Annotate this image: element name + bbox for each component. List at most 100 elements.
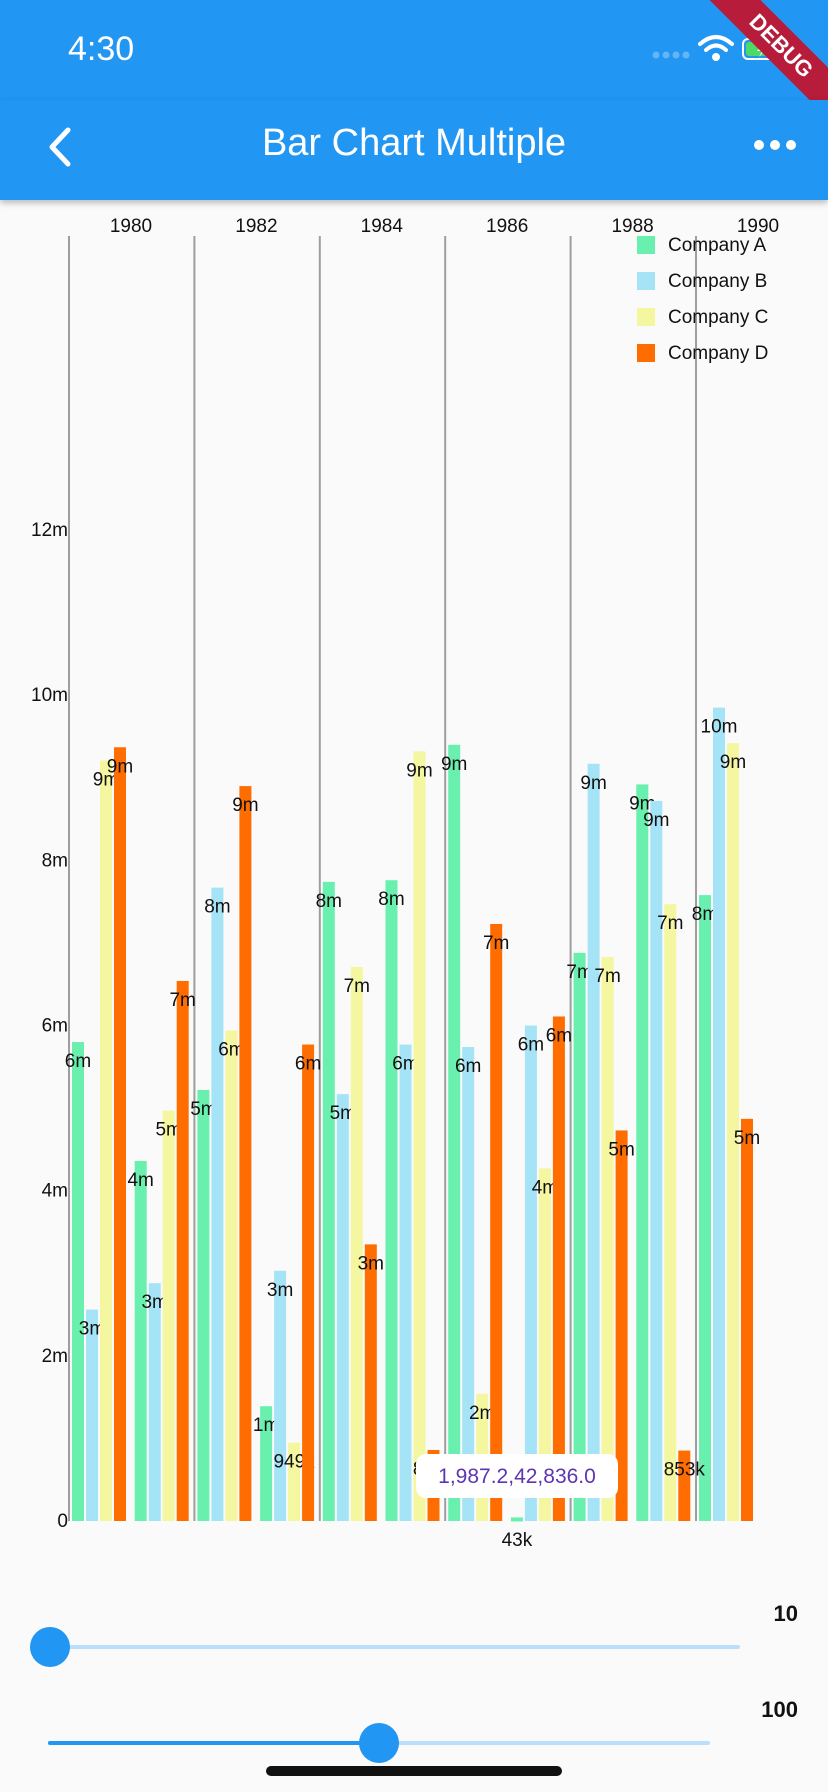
slider-1-thumb[interactable] (30, 1627, 70, 1667)
bar-company-c (288, 1442, 301, 1521)
bar-data-label: 3m (267, 1280, 293, 1301)
bar-data-label: 6m (392, 1054, 418, 1075)
x-tick-label: 1986 (486, 216, 528, 237)
y-tick-label: 10m (31, 685, 68, 706)
legend-label: Company D (668, 343, 768, 364)
bar-data-label: 5m (190, 1099, 216, 1120)
bar-data-label: 3m (79, 1319, 105, 1340)
bar-data-label: 6m (546, 1025, 572, 1046)
bar-company-a (385, 880, 398, 1521)
bar-data-label: 9m (93, 769, 119, 790)
bar-company-c (538, 1168, 551, 1521)
bar-company-a (448, 744, 461, 1521)
page-title: Bar Chart Multiple (261, 122, 567, 164)
x-tick-label: 1988 (611, 216, 653, 237)
status-time: 4:30 (68, 30, 135, 68)
bar-company-c (162, 1110, 175, 1521)
bar-company-c (100, 760, 112, 1521)
bar-company-a (72, 1042, 84, 1521)
bar-company-b (86, 1309, 98, 1521)
bar-data-label: 9m (232, 795, 258, 816)
bar-data-label: 6m (218, 1040, 244, 1061)
bar-data-label: 5m (155, 1120, 181, 1141)
bar-data-label: 5m (734, 1128, 760, 1149)
bar-data-label: 8m (692, 904, 718, 925)
bar-company-d (364, 1244, 377, 1521)
bar-company-b (587, 763, 600, 1521)
bar-company-c (727, 743, 739, 1521)
app-bar: Bar Chart Multiple (0, 100, 828, 200)
bar-data-label: 6m (295, 1054, 321, 1075)
bar-data-label: 8m (204, 897, 230, 918)
y-tick-label: 4m (42, 1181, 68, 1202)
bar-company-d (302, 1044, 315, 1521)
y-tick-label: 8m (42, 850, 68, 871)
bar-company-d (239, 786, 252, 1521)
legend-swatch (637, 236, 655, 254)
bar-chart: 0 2m 4m 6m 8m 10m 12m 1980 1982 1984 1986 1988 1990 6… (31, 216, 779, 1551)
bar-data-label: 9m (643, 810, 669, 831)
bar-company-b (462, 1047, 475, 1521)
bar-company-c (225, 1030, 238, 1521)
bar-company-b (524, 1025, 537, 1521)
bar-data-label: 6m (455, 1056, 481, 1077)
bar-data-label: 7m (657, 913, 683, 934)
bar-data-label: 9m (720, 752, 746, 773)
tooltip-box (416, 1454, 618, 1498)
y-tick-label: 2m (42, 1346, 68, 1367)
bar-data-label: 4m (127, 1170, 153, 1191)
x-tick-label: 1982 (235, 216, 277, 237)
slider-2[interactable] (48, 1718, 710, 1768)
more-options-icon[interactable] (750, 130, 800, 160)
bar-company-d (114, 747, 126, 1521)
bar-data-label: 9m (629, 793, 655, 814)
bar-company-b (399, 1044, 412, 1521)
slider-1-track (50, 1645, 740, 1649)
bar-company-b (148, 1283, 161, 1521)
legend-label: Company A (668, 235, 767, 256)
bar-company-d (552, 1016, 565, 1521)
slider-2-active-track (48, 1741, 379, 1745)
bar-data-label: 6m (518, 1035, 544, 1056)
back-arrow-icon[interactable] (40, 122, 80, 172)
y-tick-label: 6m (42, 1016, 68, 1037)
y-tick-label: 12m (31, 520, 68, 541)
bar-company-a (510, 1517, 523, 1522)
bar-company-a (322, 881, 335, 1521)
bar-company-d (741, 1118, 753, 1521)
bar-company-b (713, 707, 725, 1521)
bar-company-c (350, 966, 363, 1521)
bar-company-c (601, 957, 614, 1521)
slider-1[interactable] (30, 1622, 740, 1672)
bar-data-label: 43k (502, 1530, 533, 1551)
bar-data-label: 10m (701, 717, 738, 738)
bar-company-b (650, 800, 663, 1521)
bar-data-label: 7m (344, 976, 370, 997)
x-tick-label: 1990 (737, 216, 779, 237)
status-bar: 4:30 DEBUG (0, 0, 828, 126)
cellular-signal-icon (652, 51, 690, 59)
bar-data-label: 3m (141, 1292, 167, 1313)
bar-data-label: 7m (566, 962, 592, 983)
legend-swatch (637, 272, 655, 290)
bar-company-c (413, 751, 426, 1521)
bar-company-a (134, 1160, 147, 1521)
bar-data-label: 9m (580, 773, 606, 794)
y-tick-label: 0 (57, 1511, 68, 1532)
legend-label: Company B (668, 271, 767, 292)
bar-company-d (615, 1130, 628, 1521)
slider-2-thumb[interactable] (359, 1723, 399, 1763)
bar-company-a (636, 784, 649, 1521)
bar-data-label: 8m (378, 889, 404, 910)
slider-2-value: 100 (761, 1697, 798, 1722)
bar-data-label: 4m (532, 1177, 558, 1198)
bar-company-b (274, 1270, 287, 1521)
bar-company-a (197, 1089, 210, 1521)
bar-company-d (490, 923, 503, 1521)
bar-data-label: 6m (65, 1051, 91, 1072)
bar-data-label: 1m (253, 1415, 279, 1436)
bar-company-b (336, 1094, 349, 1521)
home-indicator (266, 1766, 562, 1776)
bar-company-a (260, 1406, 273, 1521)
legend-label: Company C (668, 307, 768, 328)
